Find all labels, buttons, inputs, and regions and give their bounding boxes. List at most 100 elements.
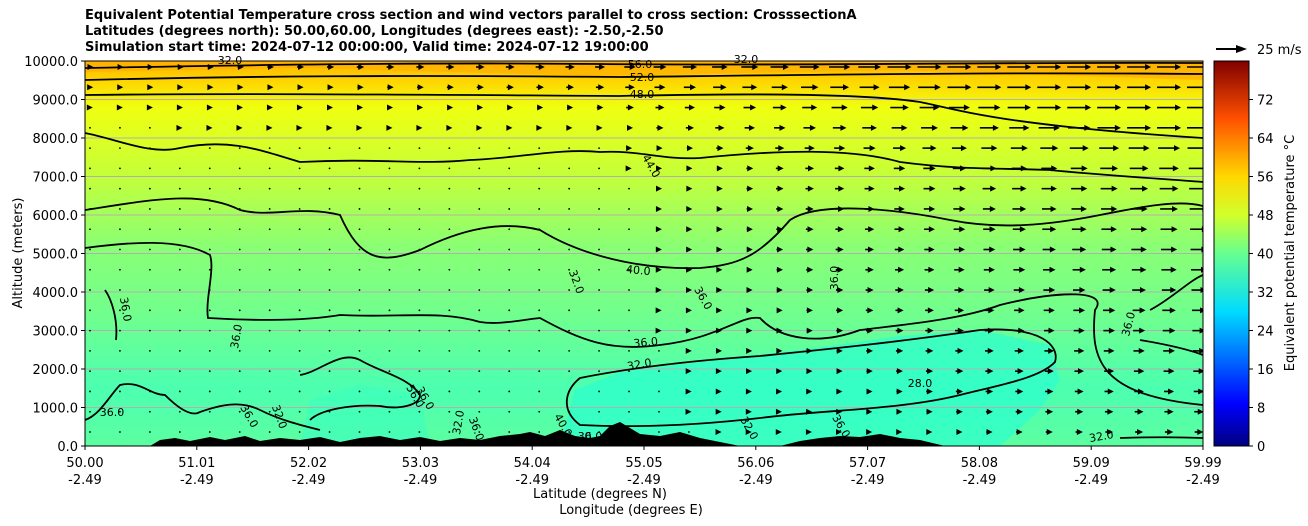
wind-vector-arrowhead [929, 165, 936, 172]
wind-vector-arrowhead [1025, 84, 1032, 91]
wind-vector-dot [388, 431, 391, 433]
wind-vector-dot [658, 390, 660, 393]
wind-vector-dot [178, 329, 181, 332]
contour-56 [85, 61, 1203, 69]
colorbar-tick-label: 0 [1257, 440, 1265, 455]
wind-vector-arrowhead [965, 64, 972, 70]
wind-vector-dot [448, 410, 451, 413]
wind-vector-arrowhead [388, 64, 395, 70]
wind-vector-arrowhead [897, 327, 904, 334]
wind-vector-arrowhead [778, 145, 785, 152]
wind-vector-arrowhead [506, 124, 513, 131]
wind-vector-arrowhead [867, 287, 874, 294]
wind-vector-arrowhead [685, 408, 692, 415]
wind-vector-dot [568, 187, 571, 190]
wind-vector-dot [208, 390, 211, 393]
wind-vector-arrowhead [655, 287, 662, 294]
wind-vector-arrowhead [716, 226, 723, 233]
wind-vector-arrowhead [1198, 388, 1203, 395]
wind-vector-arrowhead [177, 84, 184, 91]
wind-vector-dot [598, 431, 600, 433]
wind-vector-arrowhead [986, 408, 993, 415]
wind-vector-dot [208, 349, 211, 352]
wind-vector-arrowhead [927, 307, 934, 314]
wind-vector-dot [298, 370, 301, 373]
colorbar-tick-label: 32 [1257, 286, 1274, 301]
wind-vector-dot [238, 370, 241, 373]
wind-vector-arrowhead [1175, 104, 1182, 111]
wind-vector-arrowhead [655, 327, 662, 334]
wind-vector-arrowhead [746, 226, 753, 233]
wind-vector-arrowhead [806, 327, 813, 334]
terrain [150, 422, 945, 446]
colorbar-tick-label: 56 [1257, 171, 1274, 186]
wind-vector-arrowhead [1205, 84, 1211, 90]
wind-vector-arrowhead [896, 388, 903, 395]
wind-vector-dot [418, 187, 421, 190]
wind-vector-dot [298, 187, 301, 190]
wind-vector-arrowhead [146, 104, 153, 111]
wind-vector-dot [208, 167, 211, 170]
wind-vector-dot [478, 370, 481, 373]
wind-vector-arrowhead [1023, 124, 1030, 131]
wind-vector-arrowhead [1110, 246, 1117, 253]
wind-vector-arrowhead [956, 388, 963, 395]
wind-vector-dot [148, 248, 151, 251]
wind-vector-dot [89, 329, 91, 332]
wind-vector-arrowhead [327, 104, 334, 111]
wind-vector-dot [328, 431, 331, 433]
wind-vector-arrowhead [1025, 64, 1032, 70]
wind-vector-dot [298, 248, 301, 251]
y-tick-label: 2000.0 [33, 363, 79, 378]
wind-vector-arrowhead [625, 165, 632, 172]
wind-vector-arrowhead [777, 185, 784, 192]
wind-vector-arrowhead [960, 145, 967, 152]
wind-vector-dot [238, 167, 241, 170]
wind-vector-arrowhead [992, 124, 999, 131]
wind-vector-arrowhead [716, 246, 723, 253]
wind-vector-arrowhead [1019, 226, 1026, 233]
wind-vector-dot [448, 289, 451, 291]
wind-vector-arrowhead [896, 408, 903, 415]
wind-vector-arrowhead [836, 388, 843, 395]
wind-vector-dot [478, 431, 481, 433]
wind-vector-dot [568, 289, 571, 291]
wind-vector-dot [598, 208, 600, 210]
wind-vector-dot [178, 370, 181, 373]
contour-label: 36.0 [117, 296, 134, 322]
wind-vector-dot [148, 370, 151, 373]
wind-vector-dot [448, 309, 451, 312]
wind-vector-dot [418, 309, 421, 312]
wind-vector-arrowhead [868, 226, 875, 233]
x-tick-label-longitude: -2.49 [292, 473, 326, 488]
wind-vector-arrowhead [1078, 347, 1085, 354]
wind-vector-arrowhead [685, 287, 692, 294]
wind-vector-dot [478, 349, 481, 352]
wind-vector-arrowhead [776, 287, 783, 294]
wind-vector-arrowhead [874, 64, 881, 70]
wind-vector-arrowhead [267, 84, 274, 91]
wind-vector-dot [358, 390, 361, 393]
wind-vector-dot [478, 390, 481, 393]
wind-vector-arrowhead [1175, 64, 1182, 70]
wind-vector-dot [238, 147, 241, 150]
wind-vector-arrowhead [1145, 64, 1152, 70]
colorbar-tick-label: 72 [1257, 94, 1274, 109]
wind-vector-arrowhead [1203, 165, 1209, 171]
wind-vector-arrowhead [1047, 408, 1054, 415]
y-tick-label: 9000.0 [33, 94, 79, 109]
wind-vector-arrowhead [685, 388, 692, 395]
contour-label: 36.0 [578, 430, 603, 443]
wind-vector-dot [268, 431, 271, 433]
wind-vector-arrowhead [935, 64, 942, 70]
wind-vector-arrowhead [926, 429, 933, 435]
wind-vector-arrowhead [719, 104, 726, 111]
wind-vector-arrowhead [777, 226, 784, 233]
wind-vector-arrowhead [1018, 287, 1025, 294]
contour-lower-right [1119, 274, 1203, 439]
wind-vector-dot [358, 167, 361, 170]
wind-vector-arrowhead [1050, 205, 1057, 212]
wind-vector-dot [478, 208, 481, 210]
wind-vector-arrowhead [1055, 104, 1062, 111]
wind-vector-dot [448, 268, 451, 271]
